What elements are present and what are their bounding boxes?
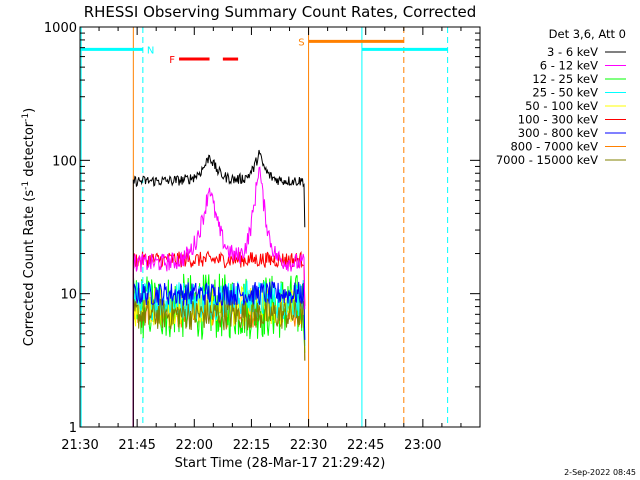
x-tick-label: 22:45: [347, 438, 384, 453]
x-axis: 21:30 21:45 22:00 22:15 22:30 22:45 23:00: [61, 27, 462, 453]
y-axis-label: Corrected Count Rate (s-1 detector-1): [21, 108, 37, 346]
y-axis-label-main: Corrected Count Rate (s: [22, 190, 37, 347]
series-line-8: [132, 298, 306, 427]
x-tick-label: 22:00: [176, 438, 213, 453]
x-tick-label: 23:00: [404, 438, 441, 453]
y-tick-label: 1: [69, 421, 77, 436]
y-tick-label: 1000: [44, 21, 77, 36]
legend-entry-label: 100 - 300 keV: [518, 113, 598, 127]
x-tick-label: 21:45: [118, 438, 155, 453]
saa-flag-label: S: [298, 37, 304, 48]
chart-title: RHESSI Observing Summary Count Rates, Co…: [84, 3, 477, 21]
y-tick-label: 100: [52, 154, 77, 169]
legend-entry-label: 7000 - 15000 keV: [496, 153, 598, 167]
series-line-0: [132, 149, 306, 427]
legend-header: Det 3,6, Att 0: [549, 27, 626, 41]
legend-entry-label: 50 - 100 keV: [525, 99, 598, 113]
y-axis: 1 10 100 1000: [44, 21, 480, 436]
legend-entry-label: 12 - 25 keV: [532, 72, 598, 86]
legend-entry-label: 25 - 50 keV: [532, 86, 598, 100]
legend-entry-label: 300 - 800 keV: [518, 126, 598, 140]
x-tick-label: 22:30: [290, 438, 327, 453]
x-tick-label: 21:30: [61, 438, 98, 453]
x-tick-label: 22:15: [233, 438, 270, 453]
series-line-1: [132, 166, 306, 427]
footer-date: 2-Sep-2022 08:45: [564, 468, 636, 477]
legend-entry-label: 6 - 12 keV: [540, 59, 598, 73]
y-axis-label-sup2: -1: [21, 113, 31, 122]
y-axis-label-end: ): [22, 108, 37, 113]
y-axis-label-sup1: -1: [21, 181, 31, 190]
night-flag-label: N: [147, 45, 154, 56]
series-layer: [132, 149, 306, 427]
plot-frame: [79, 26, 481, 428]
y-tick-label: 10: [60, 288, 77, 303]
series-line-6: [132, 280, 306, 427]
legend-entry-label: 3 - 6 keV: [547, 45, 598, 59]
flare-flag-label: F: [169, 55, 175, 66]
y-axis-label-mid: detector: [22, 121, 37, 181]
x-axis-label: Start Time (28-Mar-17 21:29:42): [175, 456, 386, 471]
legend-entry-label: 800 - 7000 keV: [510, 140, 598, 154]
